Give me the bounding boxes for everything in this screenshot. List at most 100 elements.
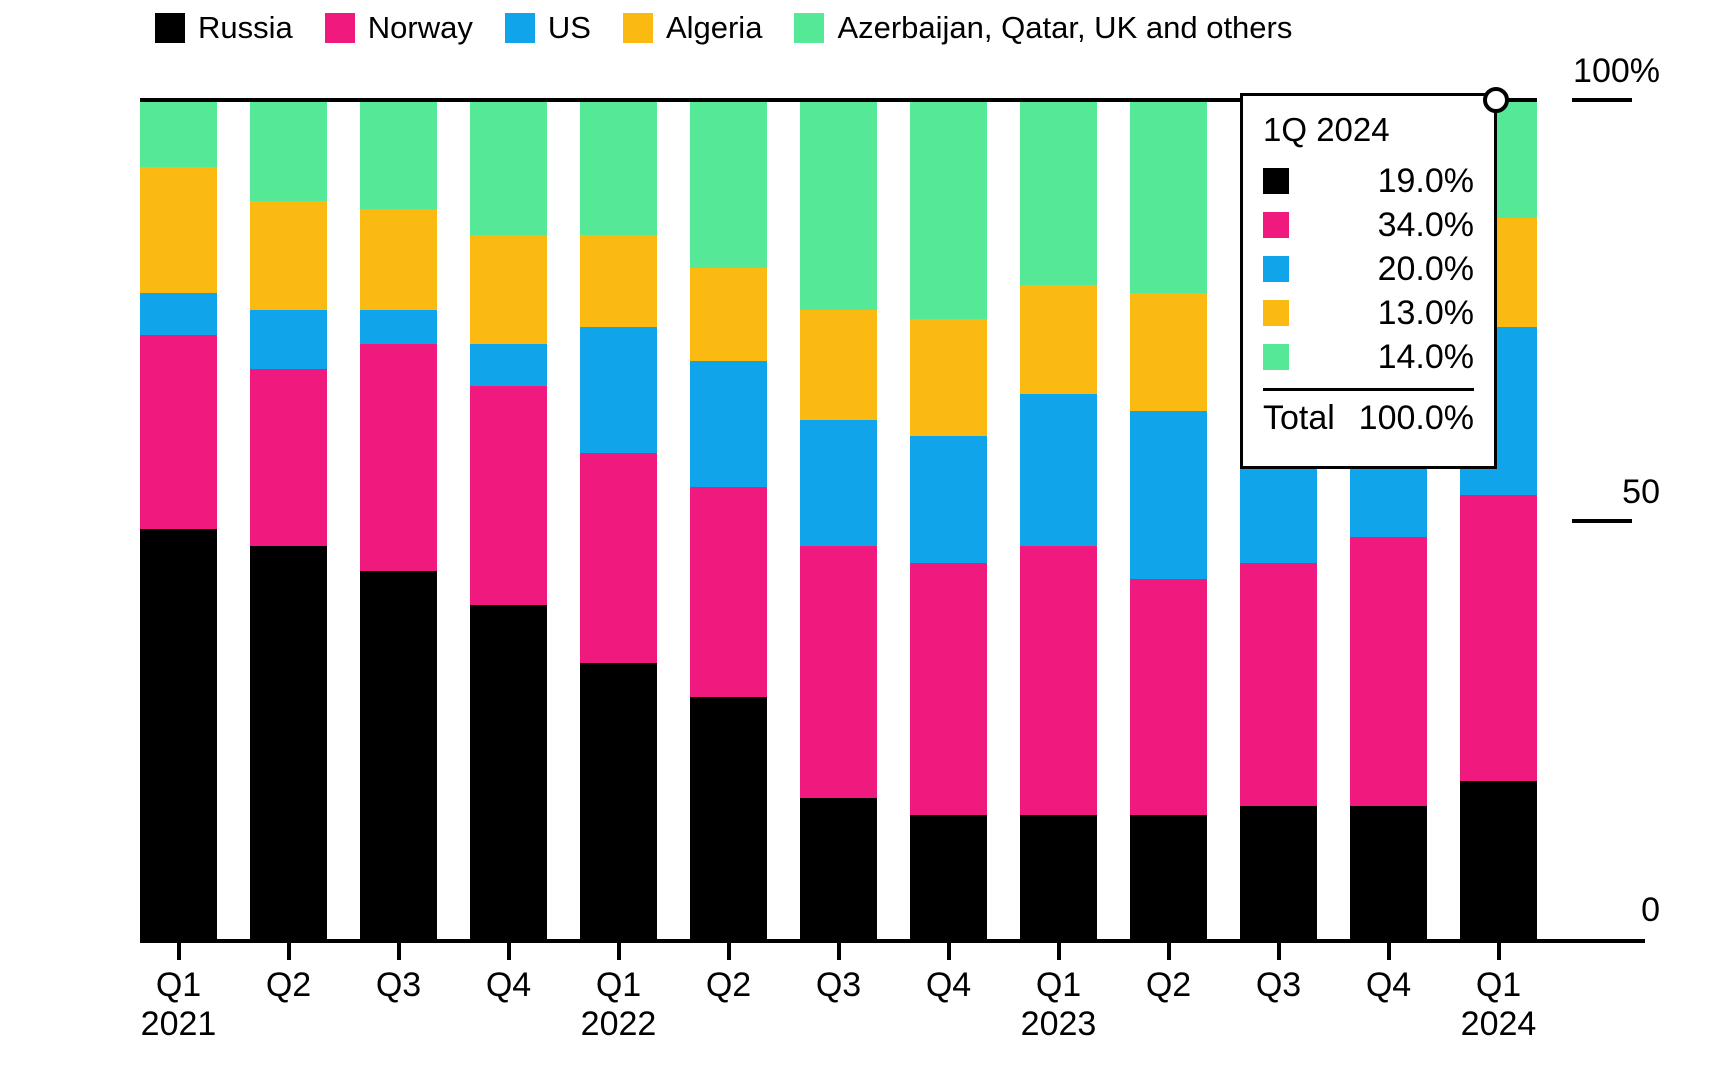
x-label-quarter: Q3 — [375, 966, 422, 1004]
segment-norway[interactable] — [470, 385, 547, 605]
legend-swatch-azerbaijan-qatar-uk-and-others — [794, 13, 825, 43]
segment-azerbaijan-qatar-uk-and-others[interactable] — [910, 100, 987, 319]
x-label-quarter: Q4 — [925, 966, 972, 1004]
segment-russia[interactable] — [140, 528, 217, 941]
segment-norway[interactable] — [580, 453, 657, 664]
tooltip-value: 13.0% — [1377, 293, 1474, 332]
bar-q2-2021[interactable] — [250, 100, 327, 941]
segment-us[interactable] — [910, 436, 987, 563]
segment-russia[interactable] — [360, 570, 437, 941]
segment-azerbaijan-qatar-uk-and-others[interactable] — [360, 100, 437, 210]
tooltip: 1Q 2024 19.0% 34.0% 20.0% 13.0% 14.0% Total … — [1240, 93, 1497, 469]
x-label-year: 2021 — [140, 1005, 217, 1043]
bar-q3-2021[interactable] — [360, 100, 437, 941]
segment-us[interactable] — [1020, 394, 1097, 546]
segment-us[interactable] — [690, 360, 767, 487]
tooltip-swatch-russia — [1263, 168, 1289, 194]
segment-algeria[interactable] — [800, 310, 877, 420]
tooltip-swatch-algeria — [1263, 300, 1289, 326]
segment-us[interactable] — [470, 343, 547, 386]
segment-azerbaijan-qatar-uk-and-others[interactable] — [580, 100, 657, 235]
segment-us[interactable] — [580, 327, 657, 454]
segment-norway[interactable] — [250, 369, 327, 546]
segment-algeria[interactable] — [470, 234, 547, 344]
segment-algeria[interactable] — [250, 200, 327, 311]
tooltip-total-row: Total 100.0% — [1263, 398, 1474, 438]
segment-norway[interactable] — [140, 335, 217, 529]
legend-swatch-us — [504, 13, 535, 43]
segment-norway[interactable] — [1130, 579, 1207, 815]
segment-norway[interactable] — [910, 562, 987, 815]
segment-norway[interactable] — [690, 486, 767, 698]
legend-label: Norway — [367, 10, 473, 45]
bar-q2-2022[interactable] — [690, 100, 767, 941]
legend-item-algeria[interactable]: Algeria — [622, 10, 762, 46]
tooltip-value: 14.0% — [1377, 337, 1474, 376]
segment-algeria[interactable] — [1020, 285, 1097, 395]
segment-algeria[interactable] — [1130, 293, 1207, 412]
segment-azerbaijan-qatar-uk-and-others[interactable] — [140, 100, 217, 168]
segment-russia[interactable] — [800, 798, 877, 941]
x-label-quarter: Q1 — [155, 966, 202, 1004]
tooltip-swatch-norway — [1263, 212, 1289, 238]
bar-q1-2021[interactable] — [140, 100, 217, 941]
x-tick — [616, 943, 621, 960]
segment-norway[interactable] — [1240, 562, 1317, 807]
x-tick — [726, 943, 731, 960]
x-tick — [1276, 943, 1281, 960]
segment-azerbaijan-qatar-uk-and-others[interactable] — [470, 100, 547, 235]
segment-algeria[interactable] — [580, 234, 657, 328]
x-label-quarter: Q2 — [265, 966, 312, 1004]
x-tick — [836, 943, 841, 960]
tooltip-title: 1Q 2024 — [1263, 111, 1390, 148]
bar-q1-2023[interactable] — [1020, 100, 1097, 941]
segment-norway[interactable] — [1460, 495, 1537, 782]
segment-azerbaijan-qatar-uk-and-others[interactable] — [800, 100, 877, 311]
segment-russia[interactable] — [470, 604, 547, 941]
segment-russia[interactable] — [1130, 814, 1207, 941]
segment-azerbaijan-qatar-uk-and-others[interactable] — [250, 100, 327, 201]
legend-label: Russia — [198, 10, 293, 45]
legend-item-norway[interactable]: Norway — [324, 10, 473, 46]
bar-q4-2022[interactable] — [910, 100, 987, 941]
segment-azerbaijan-qatar-uk-and-others[interactable] — [690, 100, 767, 269]
segment-us[interactable] — [250, 310, 327, 370]
segment-russia[interactable] — [1020, 814, 1097, 941]
segment-russia[interactable] — [1350, 806, 1427, 941]
bar-q2-2023[interactable] — [1130, 100, 1207, 941]
bar-q4-2021[interactable] — [470, 100, 547, 941]
segment-algeria[interactable] — [140, 167, 217, 294]
segment-algeria[interactable] — [690, 268, 767, 361]
legend-item-azerbaijan-qatar-uk-and-others[interactable]: Azerbaijan, Qatar, UK and others — [794, 10, 1292, 46]
bar-q3-2022[interactable] — [800, 100, 877, 941]
y-tick-100 — [1572, 98, 1632, 102]
segment-us[interactable] — [1130, 411, 1207, 580]
hover-point-marker — [1483, 87, 1509, 113]
segment-azerbaijan-qatar-uk-and-others[interactable] — [1130, 100, 1207, 294]
segment-us[interactable] — [140, 293, 217, 336]
segment-russia[interactable] — [1460, 781, 1537, 941]
x-tick — [286, 943, 291, 960]
segment-algeria[interactable] — [910, 318, 987, 437]
segment-norway[interactable] — [1020, 545, 1097, 815]
segment-russia[interactable] — [690, 697, 767, 941]
segment-russia[interactable] — [1240, 806, 1317, 941]
legend-item-russia[interactable]: Russia — [155, 10, 293, 46]
bar-q1-2022[interactable] — [580, 100, 657, 941]
segment-us[interactable] — [800, 419, 877, 546]
segment-azerbaijan-qatar-uk-and-others[interactable] — [1020, 100, 1097, 286]
segment-norway[interactable] — [360, 343, 437, 571]
tooltip-value: 34.0% — [1377, 205, 1474, 244]
y-label-0: 0 — [1641, 891, 1660, 929]
tooltip-total-label: Total — [1263, 399, 1335, 437]
segment-us[interactable] — [360, 310, 437, 344]
legend-item-us[interactable]: US — [504, 10, 591, 46]
segment-russia[interactable] — [580, 663, 657, 941]
segment-algeria[interactable] — [360, 209, 437, 311]
segment-russia[interactable] — [250, 545, 327, 941]
segment-norway[interactable] — [1350, 537, 1427, 807]
segment-russia[interactable] — [910, 814, 987, 941]
segment-norway[interactable] — [800, 545, 877, 799]
